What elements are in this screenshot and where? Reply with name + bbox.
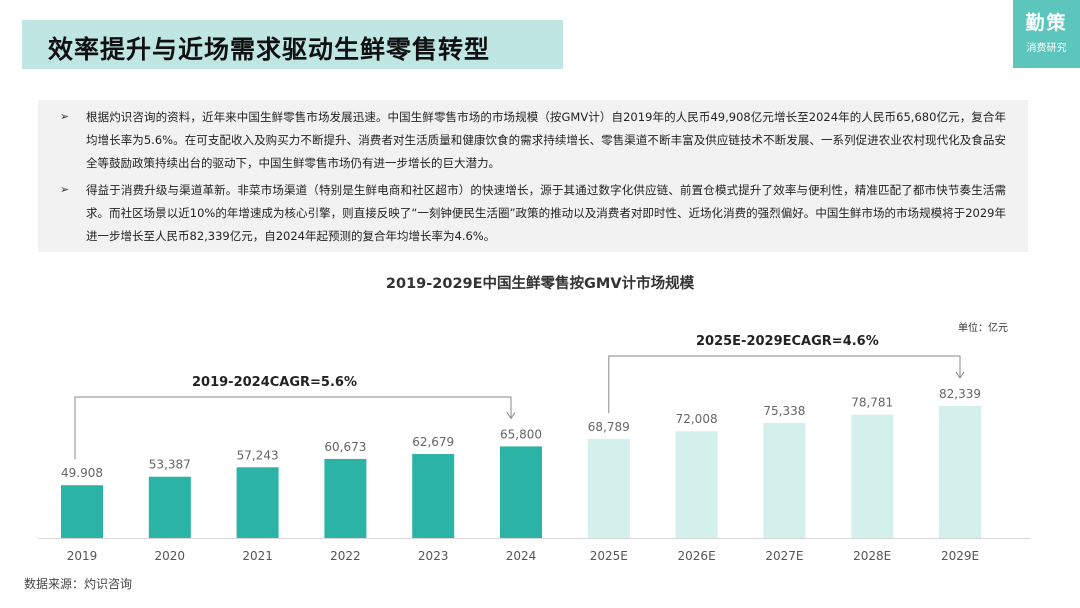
source-note: 数据来源：灼识咨询: [24, 577, 133, 591]
bar-2029E: [939, 406, 981, 538]
bar-2021: [236, 467, 279, 538]
bar-2020: [148, 476, 191, 538]
unit-label: 单位：亿元: [958, 323, 1008, 334]
bar-2028E: [851, 414, 894, 538]
bar-2023: [412, 454, 455, 538]
brand-name: 勤策: [1025, 12, 1068, 34]
summary-paragraph-1: 根据灼识咨询的资料，近年来中国生鲜零售市场发展迅速。中国生鲜零售市场的市场规模（…: [86, 110, 1006, 170]
category-label-2028E: 2028E: [853, 549, 891, 563]
cagr-arrow-icon: [506, 412, 516, 420]
category-label-2020: 2020: [155, 549, 186, 563]
data-label-2020: 53,387: [149, 458, 191, 472]
bar-2025E: [587, 439, 630, 538]
data-label-2026E: 72,008: [676, 412, 718, 426]
cagr-arrow-icon: [955, 371, 965, 379]
data-label-2027E: 75,338: [763, 404, 805, 418]
bar-2027E: [763, 423, 806, 538]
brand-logo: 勤策 消费研究: [1013, 0, 1080, 68]
chart-title: 2019-2029E中国生鲜零售按GMV计市场规模: [385, 276, 695, 292]
category-label-2029E: 2029E: [941, 549, 979, 563]
cagr-bracket: [74, 396, 512, 460]
data-label-2029E: 82,339: [939, 387, 981, 401]
category-label-2022: 2022: [330, 549, 361, 563]
bar-2019: [61, 485, 103, 538]
bar-2026E: [675, 431, 718, 538]
brand-subtitle: 消费研究: [1026, 43, 1067, 54]
category-label-2027E: 2027E: [765, 549, 803, 563]
summary-paragraph-2: 得益于消费升级与渠道革新。非菜市场渠道（特别是生鲜电商和社区超市）的快速增长，源…: [86, 183, 1006, 243]
category-label-2024: 2024: [506, 549, 537, 563]
category-label-2021: 2021: [242, 549, 273, 563]
cagr-label: 2019-2024CAGR=5.6%: [192, 375, 357, 390]
page-title: 效率提升与近场需求驱动生鲜零售转型: [48, 35, 491, 64]
data-label-2022: 60,673: [324, 440, 366, 454]
bar-2024: [500, 446, 542, 538]
bar-2022: [324, 458, 367, 538]
category-label-2026E: 2026E: [678, 549, 716, 563]
title-bar: 效率提升与近场需求驱动生鲜零售转型: [22, 20, 563, 69]
data-label-2025E: 68,789: [588, 420, 630, 434]
cagr-bracket: [608, 355, 961, 414]
data-label-2019: 49.908: [61, 466, 103, 480]
bullet-marker: ➢: [60, 183, 70, 196]
category-label-2019: 2019: [67, 549, 98, 563]
data-label-2023: 62,679: [412, 435, 454, 449]
data-label-2028E: 78,781: [851, 396, 893, 410]
category-label-2025E: 2025E: [590, 549, 628, 563]
data-label-2021: 57,243: [237, 448, 279, 462]
data-label-2024: 65,800: [500, 427, 542, 441]
category-label-2023: 2023: [418, 549, 449, 563]
bullet-marker: ➢: [60, 110, 70, 123]
summary-box: ➢ 根据灼识咨询的资料，近年来中国生鲜零售市场发展迅速。中国生鲜零售市场的市场规…: [38, 100, 1028, 252]
cagr-label: 2025E-2029ECAGR=4.6%: [696, 334, 879, 349]
